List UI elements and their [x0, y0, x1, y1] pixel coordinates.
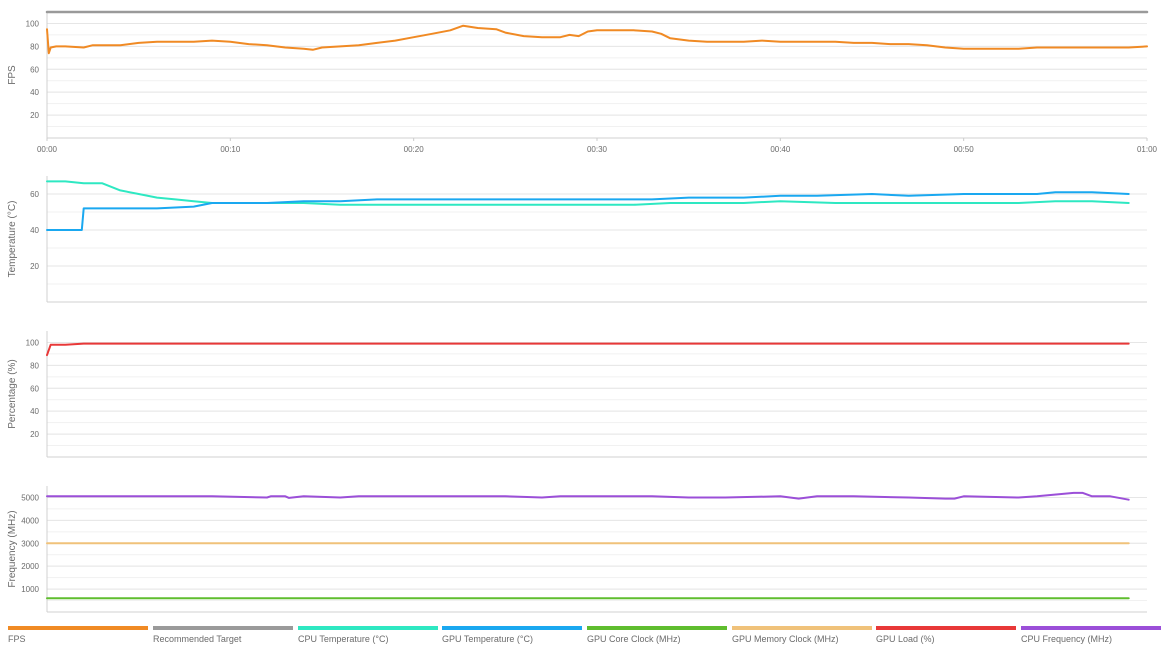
y-axis-label: Temperature (°C): [7, 201, 18, 278]
series-line-fps: [46, 24, 1148, 55]
legend-label-gpu-memory-clock: GPU Memory Clock (MHz): [732, 634, 839, 644]
x-tick-label: 00:10: [220, 145, 241, 154]
legend-swatch-gpu-load: [876, 626, 1016, 630]
x-tick-label: 01:00: [1137, 145, 1158, 154]
y-tick-label: 40: [30, 226, 39, 235]
y-tick-label: 2000: [21, 562, 39, 571]
series-line-gpu-load: [46, 342, 1130, 357]
legend-label-gpu-core-clock: GPU Core Clock (MHz): [587, 634, 681, 644]
y-tick-label: 80: [30, 42, 39, 51]
y-tick-label: 40: [30, 407, 39, 416]
y-axis-label: FPS: [7, 65, 18, 85]
legend-item-gpu-load[interactable]: GPU Load (%): [868, 624, 1016, 664]
y-tick-label: 3000: [21, 539, 39, 548]
x-tick-label: 00:30: [587, 145, 608, 154]
legend-label-cpu-temperature: CPU Temperature (°C): [298, 634, 389, 644]
legend-item-recommended-target[interactable]: Recommended Target: [145, 624, 293, 664]
charts-area: 20 40 60 80 100 FPS 00:00 00:10 00:20 00:30 00:40 0…: [7, 10, 1158, 613]
x-tick-label: 00:00: [37, 145, 58, 154]
y-tick-label: 60: [30, 190, 39, 199]
legend-label-cpu-frequency: CPU Frequency (MHz): [1021, 634, 1113, 644]
legend-label-fps: FPS: [8, 634, 26, 644]
y-tick-label: 80: [30, 361, 39, 370]
legend: FPS Recommended Target CPU Temperature (…: [0, 624, 1169, 664]
legend-item-fps[interactable]: FPS: [0, 624, 148, 664]
x-tick-label: 00:20: [404, 145, 425, 154]
legend-item-gpu-temperature[interactable]: GPU Temperature (°C): [434, 624, 582, 664]
chart-panel-2: 20 40 60 Temperature (°C): [7, 176, 1147, 303]
y-tick-label: 5000: [21, 493, 39, 502]
y-tick-label: 20: [30, 111, 39, 120]
y-axis-label: Frequency (MHz): [7, 510, 18, 587]
series-line-cpu-temperature-c: [46, 180, 1130, 206]
y-tick-label: 20: [30, 262, 39, 271]
y-tick-label: 100: [26, 19, 40, 28]
chart-panel-1: 20 40 60 80 100 FPS 00:00 00:10 00:20 00:30 00:40 0…: [7, 10, 1158, 154]
y-tick-label: 20: [30, 430, 39, 439]
x-tick-label: 00:40: [770, 145, 791, 154]
x-tick-label: 00:50: [954, 145, 975, 154]
legend-label-recommended-target: Recommended Target: [153, 634, 242, 644]
legend-item-cpu-frequency[interactable]: CPU Frequency (MHz): [1013, 624, 1161, 664]
y-tick-label: 100: [26, 338, 40, 347]
legend-item-gpu-memory-clock[interactable]: GPU Memory Clock (MHz): [724, 624, 872, 664]
y-tick-label: 60: [30, 384, 39, 393]
y-tick-label: 1000: [21, 585, 39, 594]
legend-swatch-gpu-temperature: [442, 626, 582, 630]
legend-swatch-fps: [8, 626, 148, 630]
y-tick-label: 60: [30, 65, 39, 74]
legend-swatch-gpu-core-clock: [587, 626, 727, 630]
y-axis-label: Percentage (%): [7, 359, 18, 428]
legend-swatch-gpu-memory-clock: [732, 626, 872, 630]
y-tick-label: 4000: [21, 516, 39, 525]
legend-item-cpu-temperature[interactable]: CPU Temperature (°C): [290, 624, 438, 664]
legend-label-gpu-load: GPU Load (%): [876, 634, 935, 644]
y-tick-label: 40: [30, 88, 39, 97]
series-line-gpu-temperature-c: [46, 191, 1130, 231]
series-line-cpu-frequency-mhz: [46, 491, 1130, 501]
legend-label-gpu-temperature: GPU Temperature (°C): [442, 634, 533, 644]
chart-panel-3: 20 40 60 80 100 Percentage (%): [7, 331, 1147, 458]
legend-item-gpu-core-clock[interactable]: GPU Core Clock (MHz): [579, 624, 727, 664]
legend-swatch-recommended-target: [153, 626, 293, 630]
legend-swatch-cpu-temperature: [298, 626, 438, 630]
legend-swatch-cpu-frequency: [1021, 626, 1161, 630]
